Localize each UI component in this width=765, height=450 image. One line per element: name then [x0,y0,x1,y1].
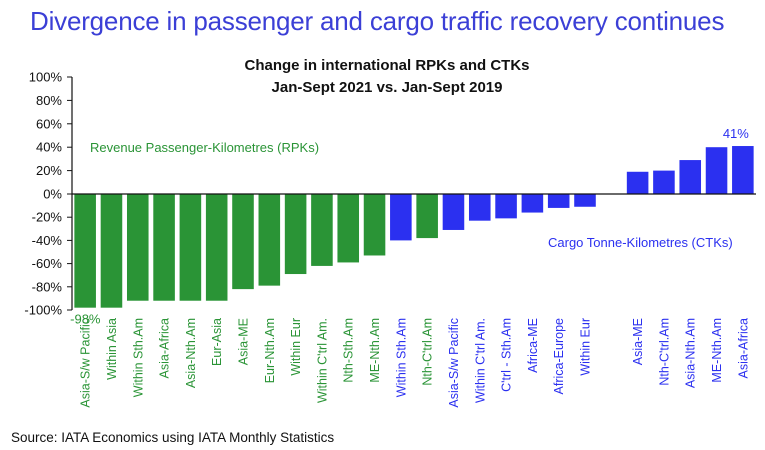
x-tick-label: Africa-ME [526,318,540,373]
data-annotations: -98% 41% [70,126,749,327]
chart-title-line-2: Jan-Sept 2021 vs. Jan-Sept 2019 [272,79,503,96]
x-tick-label: Within C'trl Am. [473,318,487,403]
bar-ctk [495,194,517,219]
y-tick-label: -100% [24,303,62,318]
data-label: 41% [723,126,749,141]
chart-title-line-1: Change in international RPKs and CTKs [244,57,529,74]
x-tick-label: Asia-ME [237,318,251,365]
y-tick-label: -40% [32,233,63,248]
x-tick-label: Within Sth.Am [394,318,408,397]
bar-rpk [416,194,438,239]
x-tick-label: Asia-Nth.Am [184,318,198,388]
bar-rpk [100,194,123,308]
x-tick-label: Asia-S/w Pacific [447,318,461,408]
y-tick-label: -60% [32,256,63,271]
bar-ctk [679,160,702,194]
x-tick-label: Nth-C'trl.Am [657,318,671,386]
bar-ctk [521,194,544,213]
x-tick-label: Asia-Africa [736,318,750,378]
y-tick-label: 0% [43,187,62,202]
x-tick-label: Asia-S/w Pacific [79,318,93,408]
y-tick-label: -80% [32,279,63,294]
ctk-series-label: Cargo Tonne-Kilometres (CTKs) [548,235,733,250]
bar-ctk [653,170,675,194]
bar-ctk [626,171,649,194]
bar-ctk [390,194,412,241]
source-note: Source: IATA Economics using IATA Monthl… [11,430,335,445]
page-headline: Divergence in passenger and cargo traffi… [30,6,725,36]
rpk-series-label: Revenue Passenger-Kilometres (RPKs) [90,140,319,155]
bar-rpk [363,194,386,256]
y-tick-label: 100% [29,70,63,85]
x-axis-labels: Asia-S/w Pacific Within Asia Within Sth.Am… [79,318,751,408]
y-tick-label: 20% [36,163,62,178]
y-axis: 100% 80% 60% 40% 20% 0% -20% -40% -60% -80% -100% [24,70,73,318]
bar-rpk [284,194,307,275]
x-tick-label: Within Eur [289,318,303,376]
bar-ctk [574,194,596,207]
x-tick-label: Within C'trl Am. [315,318,329,403]
bar-rpk [311,194,333,266]
bar-rpk [205,194,228,301]
x-tick-label: Within Sth.Am [131,318,145,397]
bar-rpk [179,194,202,301]
x-tick-label: Nth-Sth.Am [342,318,356,383]
x-tick-label: ME-Nth.Am [368,318,382,383]
x-tick-label: Eur-Nth.Am [263,318,277,383]
bar-rpk [153,194,175,301]
x-tick-label: Asia-Nth.Am [684,318,698,388]
x-tick-label: ME-Nth.Am [710,318,724,383]
bar-ctk [442,194,465,230]
bar-rpk [258,194,281,286]
x-tick-label: Within Asia [105,318,119,380]
x-tick-label: C'trl - Sth.Am [500,318,514,392]
bar-rpk [337,194,360,263]
bar-ctk [468,194,491,221]
bar-rpk [126,194,149,301]
bar-ctk [705,147,728,194]
y-tick-label: 80% [36,93,62,108]
x-tick-label: Asia-ME [631,318,645,365]
x-tick-label: Nth-C'trl.Am [421,318,435,386]
bar-rpk [74,194,96,308]
x-tick-label: Within Eur [579,318,593,376]
bar-ctk [732,146,754,194]
data-label: -98% [70,312,101,327]
bar-ctk [547,194,570,208]
bar-rpk [232,194,254,290]
x-tick-label: Asia-Africa [158,318,172,378]
x-tick-label: Africa-Europe [552,318,566,394]
bars [74,146,754,308]
y-tick-label: 60% [36,116,62,131]
y-tick-label: -20% [32,210,63,225]
y-tick-label: 40% [36,140,62,155]
x-tick-label: Eur-Asia [210,318,224,366]
